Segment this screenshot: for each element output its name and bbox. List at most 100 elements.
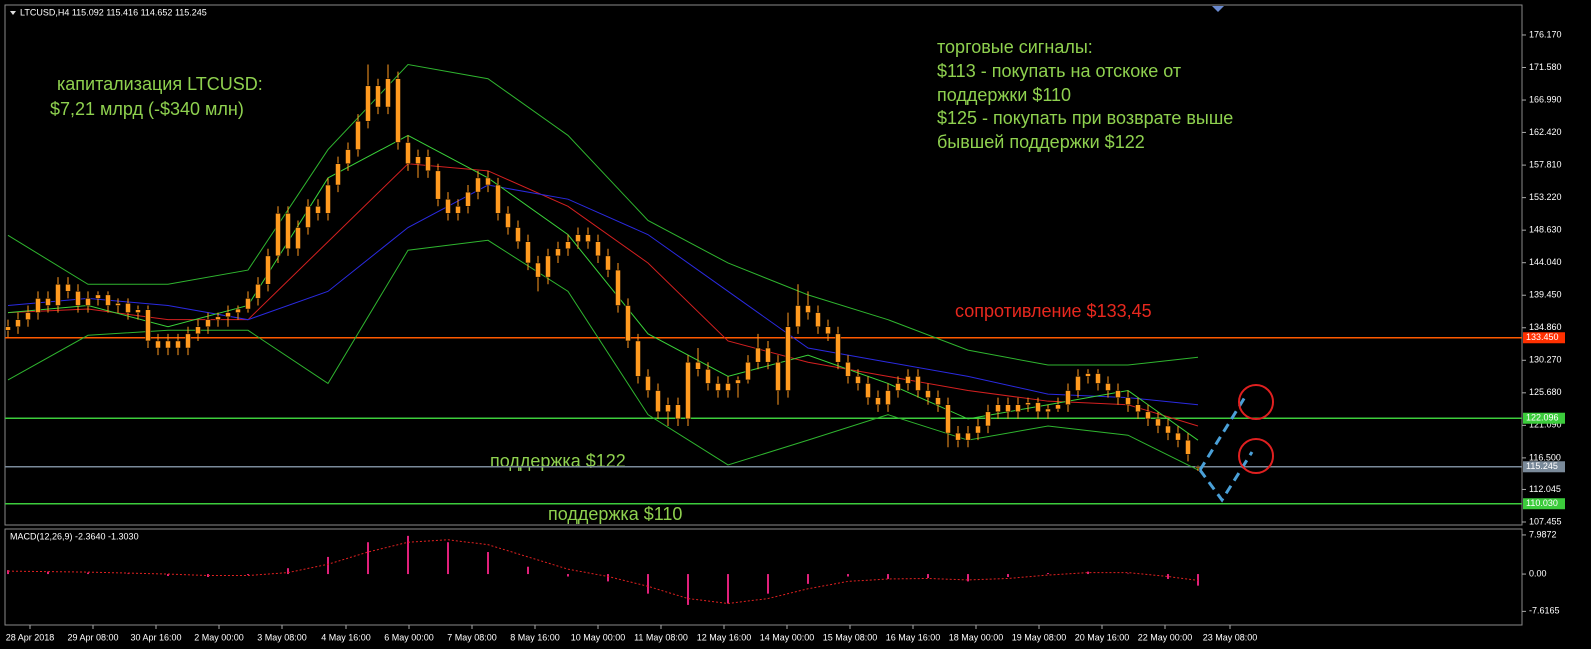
- x-tick-label: 3 May 08:00: [257, 632, 307, 642]
- candle-body: [105, 294, 111, 306]
- x-tick-label: 29 Apr 08:00: [67, 632, 118, 642]
- candle-body: [745, 361, 751, 381]
- target-circle: [1238, 384, 1274, 420]
- candle-body: [75, 291, 81, 306]
- candle-body: [1155, 418, 1161, 427]
- candle-body: [755, 347, 761, 363]
- candle-body: [545, 255, 551, 278]
- candle-body: [15, 319, 21, 328]
- candle-body: [205, 319, 211, 328]
- candle-body: [375, 85, 381, 108]
- candle-body: [525, 241, 531, 264]
- x-tick-label: 18 May 00:00: [949, 632, 1004, 642]
- candle-body: [555, 248, 561, 257]
- candle-body: [415, 156, 421, 165]
- shift-marker: [1212, 6, 1224, 12]
- x-tick-label: 11 May 08:00: [634, 632, 688, 642]
- candle-body: [1105, 383, 1111, 391]
- candle-body: [825, 326, 831, 335]
- candle-body: [175, 340, 181, 349]
- candle-body: [45, 298, 51, 306]
- candle-body: [345, 149, 351, 165]
- candle-body: [485, 177, 491, 186]
- candle-body: [945, 404, 951, 434]
- macd-title: MACD(12,26,9) -2.3640 -1.3030: [10, 531, 139, 541]
- candle-body: [935, 397, 941, 405]
- candle-body: [845, 361, 851, 377]
- macd-signal: [7, 539, 1199, 604]
- candle-body: [65, 283, 71, 292]
- candle-body: [155, 340, 161, 349]
- x-tick-label: 14 May 00:00: [760, 632, 815, 642]
- candle-body: [435, 170, 441, 200]
- candle-body: [1065, 390, 1071, 405]
- candle-body: [595, 241, 601, 257]
- candle-body: [995, 404, 1001, 413]
- candle-body: [55, 283, 61, 306]
- candle-body: [975, 425, 981, 434]
- level-label: 122.096: [1526, 413, 1559, 423]
- candle-body: [135, 309, 141, 313]
- candle-body: [515, 227, 521, 242]
- y-tick-label: 176.170: [1529, 29, 1562, 39]
- y-tick-label: 139.450: [1529, 290, 1562, 300]
- candle-body: [1135, 404, 1141, 413]
- y-tick-label: 166.990: [1529, 94, 1562, 104]
- candle-body: [785, 326, 791, 391]
- candle-body: [425, 156, 431, 172]
- signal-text: $113 - покупать на отскоке от: [937, 61, 1181, 81]
- candle-body: [625, 305, 631, 342]
- y-tick-label: 153.220: [1529, 192, 1562, 202]
- candle-body: [145, 309, 151, 342]
- candle-body: [335, 163, 341, 186]
- target-circle: [1238, 438, 1274, 474]
- candle-body: [565, 241, 571, 250]
- candle-body: [535, 262, 541, 278]
- y-tick-label: 134.860: [1529, 322, 1562, 332]
- candle-body: [475, 177, 481, 193]
- y-tick-label: 144.040: [1529, 257, 1562, 267]
- candle-body: [885, 390, 891, 405]
- candle-body: [1005, 404, 1011, 413]
- y-tick-label: 148.630: [1529, 225, 1562, 235]
- candle-body: [875, 397, 881, 405]
- candle-body: [725, 383, 731, 391]
- y-tick-label: 157.810: [1529, 159, 1562, 169]
- candle-body: [405, 142, 411, 165]
- candle-body: [1075, 376, 1081, 391]
- candle-body: [295, 227, 301, 250]
- candle-body: [315, 206, 321, 214]
- candle-body: [325, 184, 331, 214]
- macd-tick-label: 7.9872: [1529, 529, 1557, 539]
- candle-body: [165, 340, 171, 349]
- candle-body: [1085, 373, 1091, 377]
- cap-text: капитализация LTCUSD:: [57, 74, 263, 94]
- candle-body: [665, 404, 671, 413]
- level-box: [1523, 412, 1565, 424]
- candle-body: [455, 206, 461, 214]
- candle-body: [95, 294, 101, 299]
- candle-body: [1055, 404, 1061, 410]
- x-tick-label: 2 May 00:00: [194, 632, 244, 642]
- x-tick-label: 22 May 00:00: [1138, 632, 1193, 642]
- candle-body: [25, 312, 31, 320]
- menu-arrow: [10, 11, 16, 15]
- macd-tick-label: -7.6165: [1529, 606, 1560, 616]
- candle-body: [715, 383, 721, 391]
- candle-body: [275, 213, 281, 257]
- candle-body: [215, 316, 221, 320]
- level-box: [1523, 461, 1565, 473]
- candle-body: [505, 213, 511, 228]
- level-label: 133.450: [1526, 332, 1559, 342]
- candle-body: [915, 376, 921, 391]
- candle-body: [795, 305, 801, 328]
- candle-body: [1115, 390, 1121, 398]
- cap-text: $7,21 млрд (-$340 млн): [50, 99, 244, 119]
- y-tick-label: 125.680: [1529, 387, 1562, 397]
- candle-body: [355, 120, 361, 150]
- candle-body: [965, 432, 971, 441]
- support-text: поддержка $110: [548, 504, 682, 524]
- y-tick-label: 116.500: [1529, 452, 1561, 462]
- x-tick-label: 15 May 08:00: [823, 632, 878, 642]
